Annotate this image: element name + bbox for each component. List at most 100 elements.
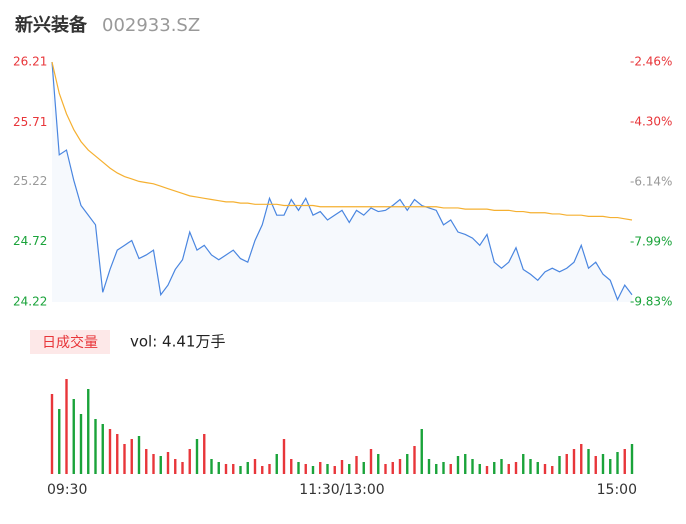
volume-bar [442, 462, 445, 474]
volume-bar [616, 452, 619, 474]
volume-bar [246, 462, 249, 474]
volume-bar [94, 419, 97, 474]
volume-bar [594, 456, 597, 474]
volume-bar [232, 464, 235, 474]
volume-bar [268, 464, 271, 474]
volume-bar [137, 436, 141, 474]
volume-bar [478, 464, 481, 474]
chart-subtitle: 002933.SZ [102, 15, 200, 36]
average-line [51, 61, 633, 221]
volume-bar [311, 466, 315, 474]
volume-bar [609, 459, 612, 474]
y2-tick-label: -6.14% [630, 174, 672, 188]
volume-bar [188, 449, 191, 474]
volume-bar [261, 466, 264, 474]
price-line [51, 61, 633, 302]
volume-bar [340, 460, 344, 474]
volume-bar [587, 449, 590, 474]
volume-bar [572, 449, 576, 474]
volume-bar [529, 459, 532, 474]
volume-bar [65, 379, 68, 474]
volume-label: vol: 4.41万手 [130, 333, 225, 351]
volume-bar [377, 454, 380, 474]
volume-button-bg[interactable] [30, 330, 110, 354]
volume-button[interactable]: 日成交量 [42, 334, 98, 351]
y2-tick-label: -9.83% [630, 295, 672, 309]
volume-bar [333, 466, 336, 474]
volume-bar [485, 466, 489, 474]
volume-bar [471, 459, 474, 474]
volume-bar [398, 459, 402, 474]
volume-bar [522, 454, 525, 474]
volume-bar [159, 456, 162, 474]
volume-bar [369, 449, 373, 474]
volume-bar [253, 459, 257, 474]
y-tick-label: 24.22 [13, 295, 47, 309]
volume-bar [195, 439, 199, 474]
volume-bar [72, 399, 75, 474]
volume-bar [427, 459, 431, 474]
x-tick-label: 11:30/13:00 [299, 482, 384, 498]
x-tick-label: 09:30 [47, 482, 87, 498]
volume-bar [551, 466, 554, 474]
x-tick-label: 15:00 [597, 482, 637, 498]
volume-bar [514, 462, 518, 474]
volume-bar [123, 444, 126, 474]
volume-bar [290, 459, 293, 474]
volume-bar [297, 462, 300, 474]
y-tick-label: 25.22 [13, 174, 47, 188]
volume-bar [348, 464, 351, 474]
volume-bar [282, 439, 286, 474]
volume-bar [50, 394, 54, 474]
y-tick-label: 24.72 [13, 234, 47, 248]
y2-tick-label: -2.46% [630, 55, 672, 69]
volume-bar [362, 462, 365, 474]
volume-bar [152, 454, 155, 474]
volume-bar [217, 462, 220, 474]
volume-bar [558, 456, 561, 474]
volume-bar [108, 429, 112, 474]
volume-bar [601, 454, 605, 474]
volume-bar [87, 389, 90, 474]
volume-bar [565, 454, 568, 474]
volume-bar [181, 462, 184, 474]
volume-bar [536, 462, 539, 474]
volume-bar [145, 449, 148, 474]
volume-bar [239, 466, 242, 474]
volume-bar [304, 464, 307, 474]
y-tick-label: 25.71 [13, 115, 47, 129]
y2-tick-label: -4.30% [630, 114, 672, 128]
volume-bar [319, 462, 322, 474]
volume-bar [449, 464, 452, 474]
volume-bar [464, 454, 467, 474]
volume-bar [456, 456, 460, 474]
volume-bar [224, 464, 228, 474]
y-tick-label: 26.21 [13, 55, 47, 69]
volume-bar [623, 449, 626, 474]
volume-bar [493, 462, 496, 474]
volume-bar [101, 424, 104, 474]
volume-bar [79, 414, 83, 474]
volume-bar [580, 444, 583, 474]
volume-bar [203, 434, 206, 474]
volume-bar [435, 464, 438, 474]
price-area [52, 62, 632, 302]
volume-bar [391, 462, 394, 474]
volume-bar [507, 464, 510, 474]
volume-bar [116, 434, 119, 474]
volume-bar [500, 459, 503, 474]
volume-bar [174, 459, 177, 474]
y2-tick-label: -7.99% [630, 235, 672, 249]
volume-bar [130, 439, 133, 474]
volume-bar [166, 452, 170, 474]
volume-bar [355, 456, 358, 474]
volume-bar [413, 446, 416, 474]
volume-bar [406, 454, 409, 474]
volume-bar [326, 464, 329, 474]
volume-bar [420, 429, 423, 474]
volume-bar [58, 409, 61, 474]
volume-bar [630, 444, 634, 474]
volume-bar [543, 464, 547, 474]
volume-bar [275, 454, 278, 474]
